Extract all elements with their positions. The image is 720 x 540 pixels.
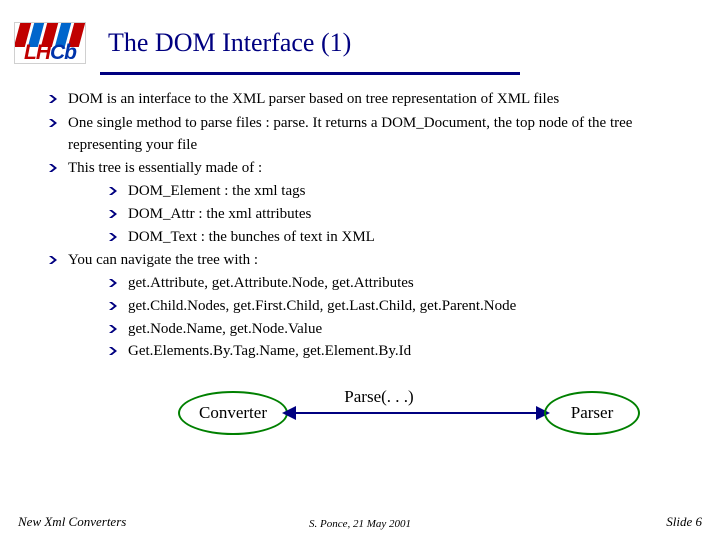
sub-bullet-item: DOM_Attr : the xml attributes	[108, 204, 690, 226]
lhcb-logo: LHCb	[14, 22, 86, 64]
bullet-text: One single method to parse files : parse…	[68, 115, 632, 153]
arrow-head-left-icon	[282, 406, 296, 420]
bullet-icon	[108, 232, 118, 242]
diagram: Converter Parse(. . .) Parser	[108, 381, 650, 451]
logo-text-blue: Cb	[50, 41, 76, 64]
bullet-icon	[108, 186, 118, 196]
header: LHCb The DOM Interface (1)	[0, 0, 720, 64]
bullet-icon	[48, 118, 58, 128]
sub-bullet-text: DOM_Text : the bunches of text in XML	[128, 229, 375, 245]
sub-bullet-text: get.Attribute, get.Attribute.Node, get.A…	[128, 275, 414, 291]
bullet-icon	[108, 209, 118, 219]
bullet-icon	[48, 94, 58, 104]
bullet-item: You can navigate the tree with : get.Att…	[48, 250, 690, 363]
logo-text-red: LH	[24, 41, 50, 64]
bullet-icon	[48, 163, 58, 173]
slide-content: DOM is an interface to the XML parser ba…	[0, 75, 720, 451]
bullet-list: DOM is an interface to the XML parser ba…	[48, 89, 690, 363]
sub-bullet-item: get.Node.Name, get.Node.Value	[108, 319, 690, 341]
bullet-icon	[108, 324, 118, 334]
sub-bullet-item: get.Child.Nodes, get.First.Child, get.La…	[108, 296, 690, 318]
bullet-icon	[48, 255, 58, 265]
parser-node: Parser	[544, 391, 640, 435]
sub-bullet-text: DOM_Element : the xml tags	[128, 183, 305, 199]
sub-bullet-item: get.Attribute, get.Attribute.Node, get.A…	[108, 273, 690, 295]
arrow-line	[290, 412, 542, 414]
sub-bullet-text: get.Child.Nodes, get.First.Child, get.La…	[128, 298, 516, 314]
bullet-icon	[108, 301, 118, 311]
sub-bullet-item: DOM_Text : the bunches of text in XML	[108, 227, 690, 249]
slide-title: The DOM Interface (1)	[108, 28, 351, 58]
bullet-icon	[108, 346, 118, 356]
bullet-text: This tree is essentially made of :	[68, 160, 262, 176]
sub-bullet-list: get.Attribute, get.Attribute.Node, get.A…	[108, 273, 690, 363]
bullet-item: This tree is essentially made of : DOM_E…	[48, 158, 690, 248]
bullet-icon	[108, 278, 118, 288]
sub-bullet-item: DOM_Element : the xml tags	[108, 181, 690, 203]
sub-bullet-text: Get.Elements.By.Tag.Name, get.Element.By…	[128, 343, 411, 359]
footer: New Xml Converters S. Ponce, 21 May 2001…	[0, 510, 720, 530]
sub-bullet-text: DOM_Attr : the xml attributes	[128, 206, 311, 222]
bullet-text: DOM is an interface to the XML parser ba…	[68, 91, 559, 107]
sub-bullet-text: get.Node.Name, get.Node.Value	[128, 321, 322, 337]
parser-label: Parser	[571, 401, 613, 426]
footer-center: S. Ponce, 21 May 2001	[0, 518, 720, 530]
sub-bullet-item: Get.Elements.By.Tag.Name, get.Element.By…	[108, 341, 690, 363]
bullet-item: One single method to parse files : parse…	[48, 113, 690, 157]
footer-right: Slide 6	[666, 514, 702, 530]
bullet-item: DOM is an interface to the XML parser ba…	[48, 89, 690, 111]
bullet-text: You can navigate the tree with :	[68, 252, 258, 268]
sub-bullet-list: DOM_Element : the xml tags DOM_Attr : th…	[108, 181, 690, 248]
